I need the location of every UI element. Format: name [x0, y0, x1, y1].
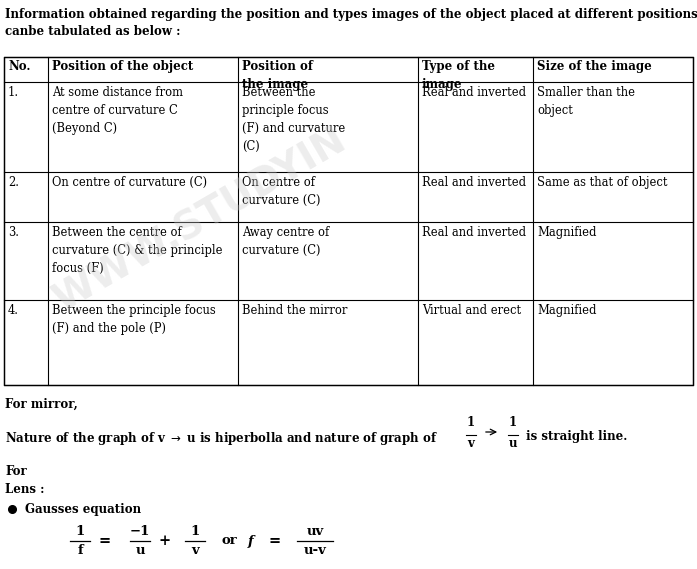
Text: 4.: 4.: [8, 304, 19, 317]
Text: 3.: 3.: [8, 226, 19, 239]
Text: On centre of
curvature (C): On centre of curvature (C): [242, 176, 321, 207]
Text: Lens :: Lens :: [5, 483, 45, 496]
Text: Position of
the image: Position of the image: [242, 60, 313, 91]
Text: Between the principle focus
(F) and the pole (P): Between the principle focus (F) and the …: [52, 304, 216, 335]
Text: −1: −1: [130, 525, 150, 538]
Text: Information obtained regarding the position and types images of the object place: Information obtained regarding the posit…: [5, 8, 697, 21]
Bar: [4, 57, 693, 385]
Text: No.: No.: [8, 60, 31, 73]
Text: Smaller than the
object: Smaller than the object: [537, 86, 635, 117]
Text: u-v: u-v: [304, 544, 326, 557]
Text: Between the
principle focus
(F) and curvature
(C): Between the principle focus (F) and curv…: [242, 86, 345, 153]
Text: f: f: [77, 544, 83, 557]
Text: Behind the mirror: Behind the mirror: [242, 304, 347, 317]
Text: v: v: [468, 437, 475, 450]
Text: WWW.STUDYIN: WWW.STUDYIN: [47, 121, 353, 319]
Text: Between the centre of
curvature (C) & the principle
focus (F): Between the centre of curvature (C) & th…: [52, 226, 222, 275]
Text: On centre of curvature (C): On centre of curvature (C): [52, 176, 207, 189]
Text: =: =: [269, 534, 281, 548]
Text: Real and inverted: Real and inverted: [422, 176, 526, 189]
Text: 1.: 1.: [8, 86, 19, 99]
Text: u: u: [509, 437, 517, 450]
Text: +: +: [159, 534, 171, 548]
Text: 1: 1: [75, 525, 84, 538]
Text: Type of the
image: Type of the image: [422, 60, 495, 91]
Text: is straight line.: is straight line.: [526, 430, 627, 443]
Text: uv: uv: [307, 525, 323, 538]
Text: 1: 1: [509, 416, 517, 429]
Text: Nature of the graph of v $\rightarrow$ u is hiperbolla and nature of graph of: Nature of the graph of v $\rightarrow$ u…: [5, 430, 438, 447]
Text: v: v: [191, 544, 199, 557]
Text: Away centre of
curvature (C): Away centre of curvature (C): [242, 226, 329, 257]
Text: 1: 1: [190, 525, 199, 538]
Text: 1: 1: [467, 416, 475, 429]
Text: Magnified: Magnified: [537, 304, 597, 317]
Text: Virtual and erect: Virtual and erect: [422, 304, 521, 317]
Text: For: For: [5, 465, 26, 478]
Text: u: u: [135, 544, 145, 557]
Text: Real and inverted: Real and inverted: [422, 226, 526, 239]
Text: =: =: [99, 534, 111, 548]
Text: Size of the image: Size of the image: [537, 60, 652, 73]
Text: Same as that of object: Same as that of object: [537, 176, 668, 189]
Text: or: or: [222, 534, 238, 547]
Text: f: f: [248, 534, 254, 547]
Text: Real and inverted: Real and inverted: [422, 86, 526, 99]
Text: For mirror,: For mirror,: [5, 398, 78, 411]
Text: 2.: 2.: [8, 176, 19, 189]
Text: At some distance from
centre of curvature C
(Beyond C): At some distance from centre of curvatur…: [52, 86, 183, 135]
Text: Magnified: Magnified: [537, 226, 597, 239]
Text: Position of the object: Position of the object: [52, 60, 193, 73]
Text: canbe tabulated as below :: canbe tabulated as below :: [5, 25, 181, 38]
Text: Gausses equation: Gausses equation: [25, 503, 141, 516]
